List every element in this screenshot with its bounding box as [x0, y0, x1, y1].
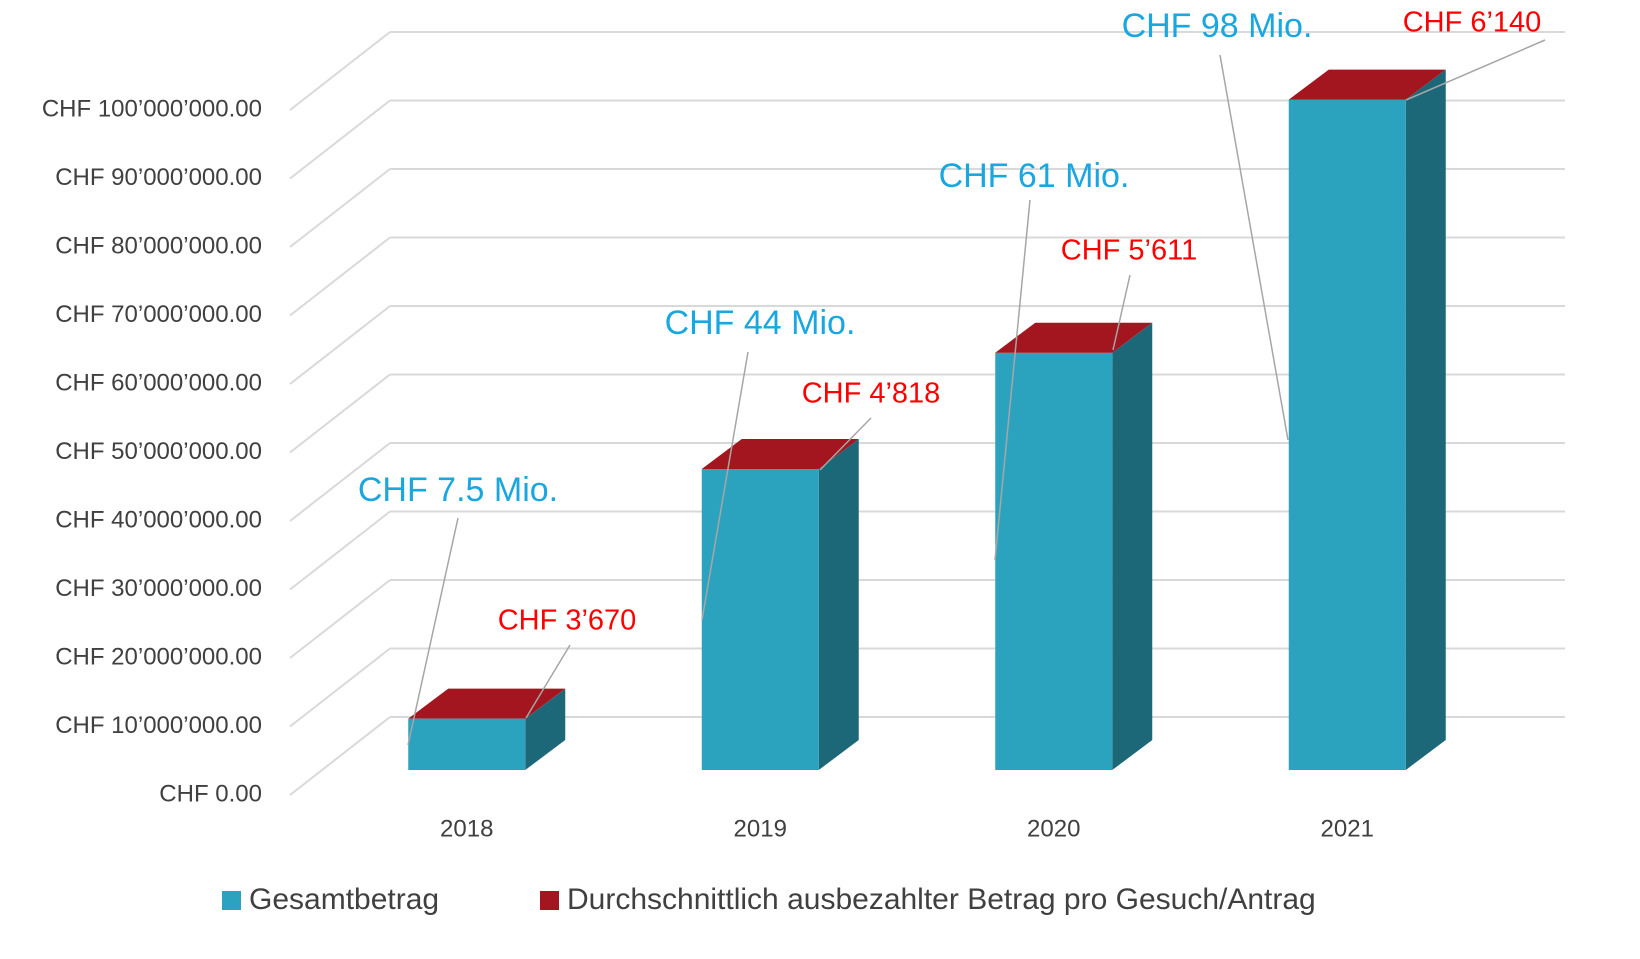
x-tick-label: 2019	[734, 815, 787, 842]
y-tick-label: CHF 90’000’000.00	[55, 164, 262, 191]
grid-line-side	[289, 305, 391, 385]
grid-line-side	[289, 236, 391, 317]
legend-swatch	[540, 891, 559, 910]
grid-line-side	[289, 647, 391, 728]
bar-top	[701, 439, 859, 470]
legend-swatch	[222, 891, 241, 910]
data-label: CHF 4’818	[802, 378, 941, 410]
bar-side	[525, 688, 566, 719]
y-tick-label: CHF 20’000’000.00	[55, 643, 262, 670]
bar-top	[995, 322, 1153, 353]
legend-label: Gesamtbetrag	[249, 883, 439, 916]
bar-top	[1288, 69, 1446, 100]
bar-side	[1405, 69, 1446, 100]
y-tick-label: CHF 80’000’000.00	[55, 232, 262, 259]
data-label: CHF 7.5 Mio.	[358, 471, 558, 509]
x-tick-label: 2021	[1321, 815, 1374, 842]
leader-line	[819, 417, 872, 471]
x-tick-label: 2018	[440, 815, 493, 842]
data-label: CHF 3’670	[498, 605, 637, 637]
grid-line-side	[289, 373, 391, 454]
y-tick-label: CHF 50’000’000.00	[55, 438, 262, 465]
y-tick-label: CHF 70’000’000.00	[55, 301, 262, 328]
grid-line-side	[289, 31, 391, 111]
data-label: CHF 61 Mio.	[939, 157, 1130, 195]
x-tick-label: 2020	[1027, 815, 1080, 842]
data-label: CHF 6’140	[1403, 7, 1542, 39]
y-tick-label: CHF 0.00	[159, 780, 262, 807]
leader-line	[1405, 39, 1546, 101]
bar	[701, 469, 819, 770]
leader-line	[1219, 54, 1289, 441]
bar	[408, 718, 526, 770]
bar-side	[818, 439, 859, 770]
bar-side	[525, 688, 566, 770]
grid-line-side	[289, 99, 391, 180]
data-label: CHF 98 Mio.	[1122, 7, 1313, 45]
data-label: CHF 5’611	[1061, 235, 1197, 267]
grid-line-side	[289, 510, 391, 591]
grid-line-side	[289, 716, 391, 796]
grid-line-side	[289, 168, 391, 248]
leader-line	[525, 644, 571, 719]
leader-line	[994, 199, 1031, 561]
leader-line	[407, 517, 459, 746]
y-tick-label: CHF 30’000’000.00	[55, 575, 262, 602]
bar-side	[1112, 322, 1153, 770]
leader-line	[1112, 274, 1131, 351]
bar-side	[1405, 69, 1446, 771]
bar-top	[408, 688, 566, 719]
y-tick-label: CHF 60’000’000.00	[55, 369, 262, 396]
bar	[1288, 99, 1406, 771]
y-tick-label: CHF 100’000’000.00	[42, 95, 262, 122]
grid-line-side	[289, 579, 391, 659]
bar	[995, 352, 1113, 770]
y-tick-label: CHF 40’000’000.00	[55, 506, 262, 533]
bar-side	[1112, 322, 1153, 353]
legend-label: Durchschnittlich ausbezahlter Betrag pro…	[567, 883, 1316, 916]
data-label: CHF 44 Mio.	[665, 304, 856, 342]
grid-line-side	[289, 442, 391, 522]
y-tick-label: CHF 10’000’000.00	[55, 712, 262, 739]
leader-line	[701, 351, 749, 621]
